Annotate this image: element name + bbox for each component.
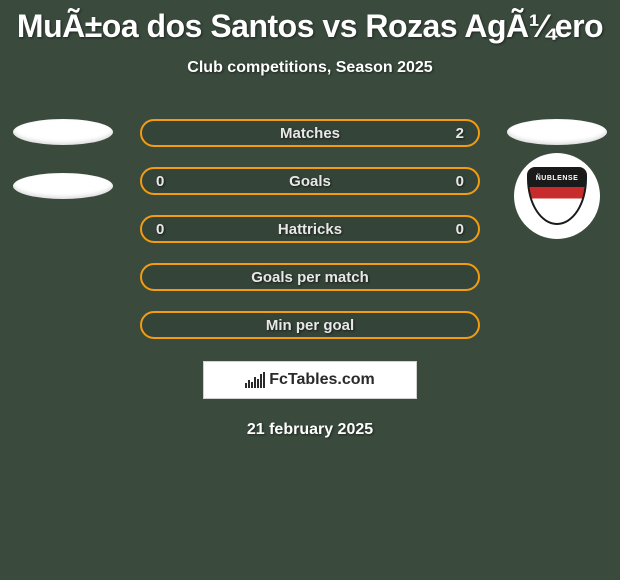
stat-left-value: 0 [156,221,176,238]
stat-label: Goals per match [176,269,444,286]
page-subtitle: Club competitions, Season 2025 [187,59,432,77]
left-team-ellipse-2 [13,173,113,199]
page-title: MuÃ±oa dos Santos vs Rozas AgÃ¼ero [17,8,603,45]
stat-row-hattricks: 0 Hattricks 0 [140,215,480,243]
shield-icon: ÑUBLENSE [527,167,587,225]
footer-logo: FcTables.com [203,361,417,399]
stat-left-value: 0 [156,173,176,190]
right-team-column: ÑUBLENSE [502,119,612,239]
stat-row-matches: Matches 2 [140,119,480,147]
stat-label: Matches [176,125,444,142]
left-team-column [8,119,118,199]
footer-logo-text: FcTables.com [269,371,375,389]
stat-label: Min per goal [176,317,444,334]
shield-text: ÑUBLENSE [536,175,579,182]
stat-row-min-per-goal: Min per goal [140,311,480,339]
right-team-ellipse-1 [507,119,607,145]
stat-right-value: 2 [444,125,464,142]
stat-row-goals: 0 Goals 0 [140,167,480,195]
stat-row-goals-per-match: Goals per match [140,263,480,291]
stat-right-value: 0 [444,221,464,238]
left-team-ellipse-1 [13,119,113,145]
stat-right-value: 0 [444,173,464,190]
stat-label: Hattricks [176,221,444,238]
right-team-badge: ÑUBLENSE [514,153,600,239]
footer-date: 21 february 2025 [247,421,373,439]
stat-rows: Matches 2 0 Goals 0 0 Hattricks 0 Goals … [118,119,502,339]
stat-label: Goals [176,173,444,190]
chart-bars-icon [245,372,265,388]
comparison-area: Matches 2 0 Goals 0 0 Hattricks 0 Goals … [0,119,620,339]
